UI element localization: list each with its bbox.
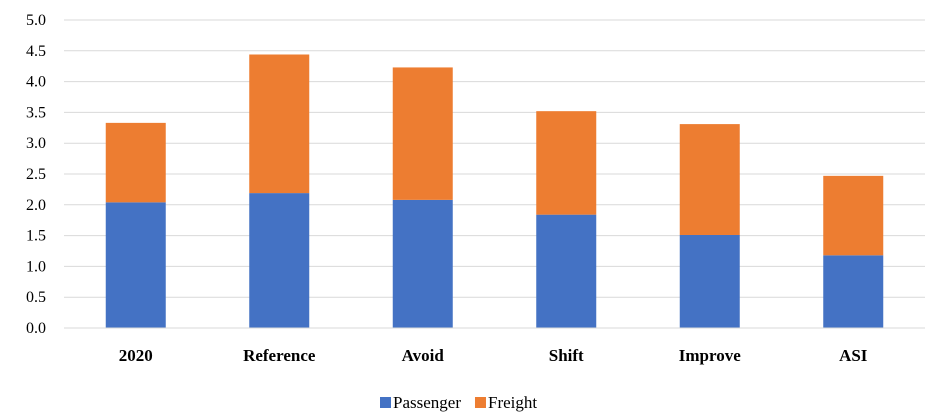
x-category-label: Shift — [549, 346, 584, 365]
bar-passenger-reference — [249, 193, 310, 328]
bar-passenger-shift — [536, 214, 597, 328]
gridlines — [64, 19, 925, 298]
y-tick-label: 2.0 — [26, 197, 46, 214]
x-category-label: ASI — [839, 346, 868, 365]
y-tick-label: 3.5 — [26, 104, 46, 121]
legend-swatch-passenger — [380, 397, 391, 408]
bar-passenger-improve — [679, 234, 740, 328]
x-category-label: Improve — [679, 346, 741, 365]
y-tick-label: 0.5 — [26, 289, 46, 306]
bar-freight-improve — [679, 124, 740, 235]
bar-passenger-2020 — [105, 202, 166, 328]
bar-freight-shift — [536, 111, 597, 215]
bar-freight-avoid — [392, 67, 453, 200]
x-axis-category-labels: 2020 Reference Avoid Shift Improve ASI — [119, 346, 868, 365]
x-category-label: Reference — [243, 346, 316, 365]
bar-passenger-avoid — [392, 199, 453, 328]
x-category-label: Avoid — [402, 346, 445, 365]
y-axis-tick-labels: 0.0 0.5 1.0 1.5 2.0 2.5 3.0 3.5 4.0 4.5 5.0 — [26, 12, 46, 337]
legend-swatch-freight — [474, 397, 486, 408]
y-tick-label: 2.5 — [26, 166, 46, 183]
bar-freight-reference — [249, 54, 310, 194]
y-tick-label: 3.0 — [26, 135, 46, 152]
y-tick-label: 0.0 — [26, 320, 46, 337]
bar-freight-2020 — [105, 122, 166, 203]
bars — [105, 54, 884, 328]
y-tick-label: 5.0 — [26, 12, 46, 29]
legend-label-freight: Freight — [488, 393, 537, 412]
bar-passenger-asi — [823, 255, 884, 328]
y-tick-label: 4.0 — [26, 74, 46, 91]
y-tick-label: 1.0 — [26, 258, 46, 275]
y-tick-label: 4.5 — [26, 43, 46, 60]
legend-label-passenger: Passenger — [393, 393, 461, 412]
y-tick-label: 1.5 — [26, 228, 46, 245]
legend: Passenger Freight — [380, 393, 537, 412]
x-category-label: 2020 — [119, 346, 153, 365]
bar-freight-asi — [823, 175, 884, 256]
